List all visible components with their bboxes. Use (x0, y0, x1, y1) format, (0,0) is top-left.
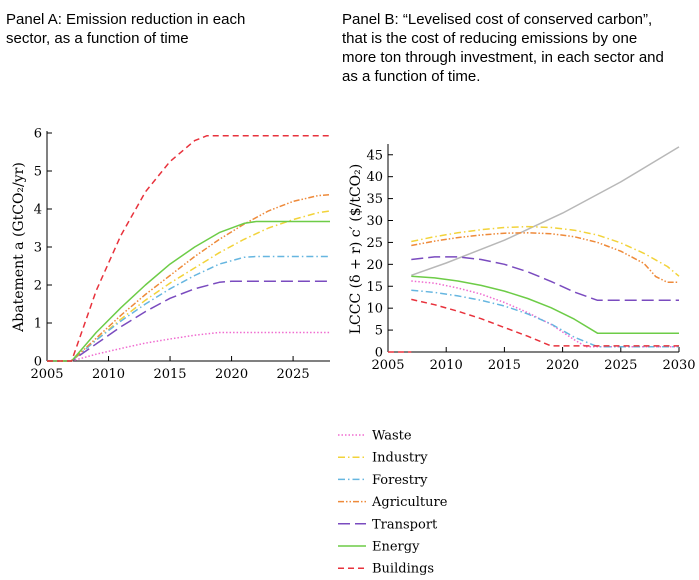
x-tick-label: 2020 (215, 367, 248, 382)
y-tick-label: 0 (375, 346, 383, 361)
y-tick-label: 20 (366, 258, 383, 273)
y-tick-label: 2 (34, 279, 42, 294)
legend-label-agriculture: Agriculture (371, 495, 448, 510)
x-tick-label: 2030 (662, 358, 695, 373)
y-axis-label: Abatement a (GtCO₂/yr) (11, 162, 27, 333)
series-line-forestry (47, 255, 330, 362)
y-tick-label: 3 (34, 241, 42, 256)
series-line-carbon-price (411, 146, 680, 277)
x-tick-label: 2025 (277, 367, 310, 382)
y-tick-label: 25 (366, 236, 383, 251)
legend-label-waste: Waste (372, 429, 412, 444)
legend: Waste Industry Forestry Agriculture Transpor… (338, 429, 448, 577)
series-line-transport (47, 280, 330, 362)
series-line-agriculture (411, 232, 679, 284)
series-line-transport (411, 256, 679, 302)
series-line-energy (411, 275, 679, 334)
y-axis-label: LCCC (δ + r) c′ ($/tCO₂) (348, 164, 364, 334)
panel-a-title: Panel A: Emission reduction in each sect… (6, 11, 246, 47)
legend-label-transport: Transport (372, 517, 438, 532)
y-tick-label: 15 (366, 280, 383, 295)
legend-label-industry: Industry (372, 451, 428, 466)
y-tick-label: 30 (366, 214, 383, 229)
panel-b-chart: 2005 2010 2015 2020 2025 20300510152025303540… (348, 144, 696, 373)
series-line-buildings (47, 134, 330, 362)
legend-label-forestry: Forestry (372, 473, 428, 488)
x-tick-label: 2020 (546, 358, 579, 373)
x-tick-label: 2015 (488, 358, 521, 373)
series-line-energy (47, 220, 330, 362)
series-line-industry (47, 210, 331, 362)
x-tick-label: 2015 (153, 367, 186, 382)
series-line-forestry (411, 289, 679, 348)
x-tick-label: 2005 (30, 367, 63, 382)
y-tick-label: 40 (366, 170, 383, 185)
y-tick-label: 35 (366, 192, 383, 207)
x-tick-label: 2005 (371, 358, 404, 373)
series-line-buildings (411, 298, 679, 347)
panel-b-title: Panel B: “Levelised cost of conserved ca… (342, 11, 664, 85)
y-tick-label: 5 (375, 324, 383, 339)
legend-label-buildings: Buildings (372, 562, 434, 577)
y-tick-label: 0 (34, 355, 42, 370)
panel-a-chart: 2005 2010 2015 2020 2025 0 1 2 3 4 5 6 Abatement a (… (11, 127, 331, 382)
x-tick-label: 2010 (92, 367, 125, 382)
series-line-waste (411, 280, 679, 348)
y-tick-label: 1 (34, 317, 42, 332)
y-tick-label: 10 (366, 302, 383, 317)
y-tick-label: 45 (366, 148, 383, 163)
y-tick-label: 5 (34, 165, 42, 180)
y-tick-label: 6 (34, 127, 42, 142)
y-tick-label: 4 (34, 203, 42, 218)
x-tick-label: 2025 (604, 358, 637, 373)
x-tick-label: 2010 (430, 358, 463, 373)
series-line-industry (411, 225, 680, 277)
legend-label-energy: Energy (372, 540, 420, 555)
